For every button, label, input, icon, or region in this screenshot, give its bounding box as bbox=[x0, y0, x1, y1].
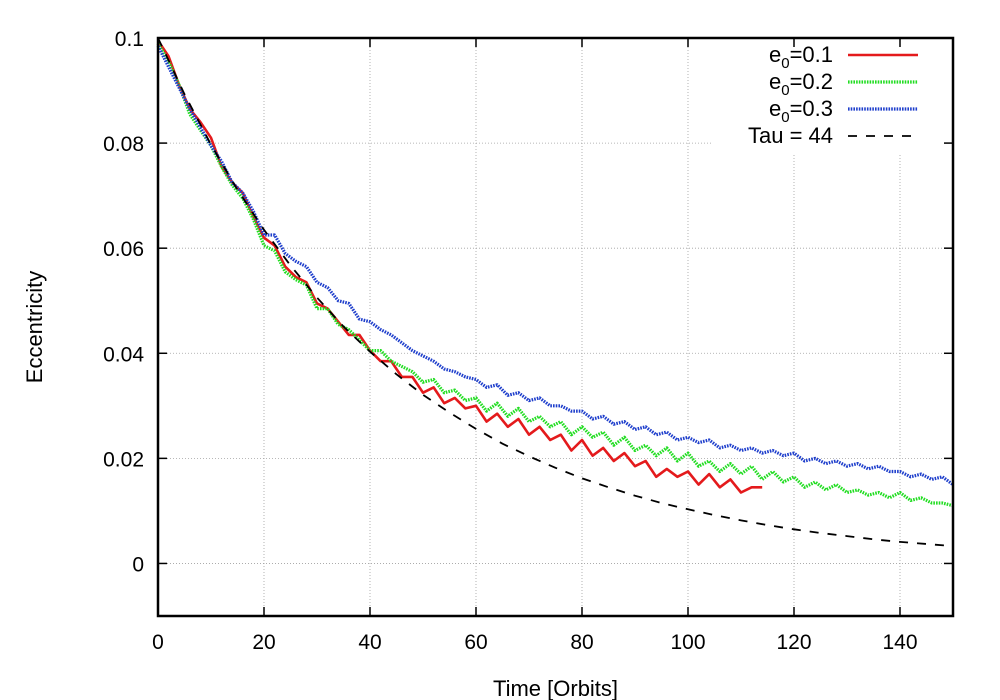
y-tick-label: 0.1 bbox=[115, 28, 144, 51]
x-tick-labels: 0 20 40 60 80 100 120 140 bbox=[152, 631, 917, 654]
x-tick-label: 120 bbox=[776, 631, 811, 654]
legend-entry: e0=0.2 bbox=[769, 69, 918, 99]
legend-label-sub: 0 bbox=[781, 82, 789, 99]
x-tick-label: 20 bbox=[252, 631, 275, 654]
series-line-1 bbox=[156, 39, 763, 494]
legend-label-sub: 0 bbox=[781, 109, 789, 126]
y-axis-label: Eccentricity bbox=[22, 271, 47, 383]
legend-label: e0=0.1 bbox=[769, 42, 833, 72]
legend-label-base: e bbox=[769, 42, 781, 67]
plot-frame bbox=[156, 36, 955, 618]
legend-background bbox=[712, 33, 950, 153]
legend-label: Tau = 44 bbox=[748, 123, 833, 148]
series-layer bbox=[156, 37, 954, 547]
x-tick-label: 100 bbox=[670, 631, 705, 654]
legend-label: e0=0.3 bbox=[769, 96, 833, 126]
legend-label-base: e bbox=[769, 69, 781, 94]
x-axis-label: Time [Orbits] bbox=[493, 676, 618, 700]
x-tick-label: 40 bbox=[358, 631, 381, 654]
legend-label: e0=0.2 bbox=[769, 69, 833, 99]
legend-label-sub: 0 bbox=[781, 55, 789, 72]
y-tick-label: 0.08 bbox=[103, 133, 144, 156]
y-tick-labels: 0 0.02 0.04 0.06 0.08 0.1 bbox=[103, 28, 144, 576]
axis-ticks bbox=[157, 37, 953, 616]
legend-label-rest: =0.3 bbox=[790, 96, 833, 121]
legend-entry: e0=0.1 bbox=[769, 42, 918, 72]
series-line-2 bbox=[156, 42, 954, 508]
legend-entry: Tau = 44 bbox=[748, 123, 918, 148]
legend-label-base: e bbox=[769, 96, 781, 121]
x-tick-label: 0 bbox=[152, 631, 164, 654]
legend-entry: e0=0.3 bbox=[769, 96, 918, 126]
x-tick-label: 60 bbox=[464, 631, 487, 654]
y-tick-label: 0 bbox=[132, 553, 144, 576]
y-tick-label: 0.04 bbox=[103, 343, 144, 366]
y-tick-label: 0.02 bbox=[103, 448, 144, 471]
legend-label-rest: =0.1 bbox=[790, 42, 833, 67]
x-tick-label: 140 bbox=[882, 631, 917, 654]
series-line-4 bbox=[157, 37, 954, 547]
x-tick-label: 80 bbox=[570, 631, 593, 654]
y-tick-label: 0.06 bbox=[103, 238, 144, 261]
legend-label-rest: =0.2 bbox=[790, 69, 833, 94]
